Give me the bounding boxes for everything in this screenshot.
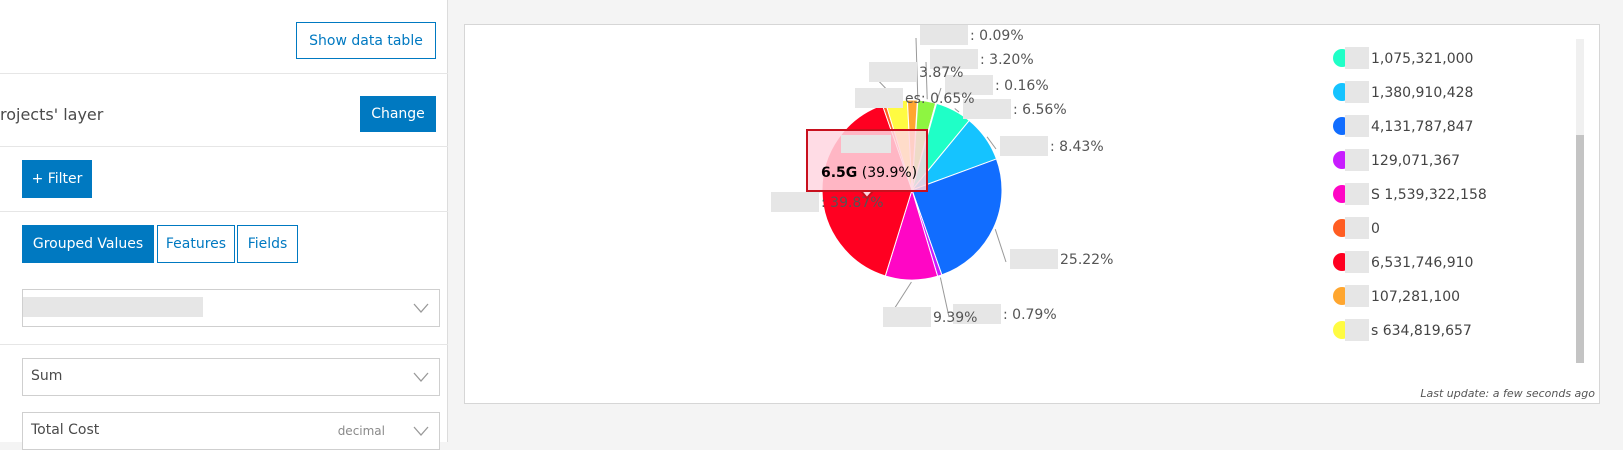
redacted-label xyxy=(1000,136,1048,156)
statistic-select[interactable]: Sum xyxy=(22,358,440,396)
legend-value: 129,071,367 xyxy=(1371,153,1460,169)
redacted-legend-label xyxy=(1345,319,1369,341)
pie-chart: : 0.09% : 3.20% : 0.16% : 6.56% : 8.43% 25.22… xyxy=(771,25,1487,341)
group-by-select[interactable] xyxy=(22,289,440,327)
layer-name-text: rojects' layer xyxy=(0,105,104,124)
slice-label: es: 0.65% xyxy=(905,91,975,107)
legend-value: 1,075,321,000 xyxy=(1371,51,1473,67)
divider xyxy=(0,211,448,212)
pie-slice[interactable] xyxy=(911,158,1003,276)
legend-value: 4,131,787,847 xyxy=(1371,119,1473,135)
field-select[interactable]: Total Cost decimal xyxy=(22,412,440,450)
last-update-text: Last update: a few seconds ago xyxy=(1420,387,1595,400)
leader-line xyxy=(954,108,960,113)
show-data-table-button[interactable]: Show data table xyxy=(296,22,436,59)
redacted-label xyxy=(1010,249,1058,269)
leader-line xyxy=(986,136,997,150)
slice-label: : 39.87% xyxy=(821,195,884,211)
redacted-label xyxy=(869,62,917,82)
redacted-legend-label xyxy=(1345,183,1369,205)
legend-scrollbar[interactable] xyxy=(1576,39,1584,363)
redacted-label xyxy=(855,88,903,108)
slice-label: 9.39% xyxy=(933,310,977,326)
divider xyxy=(0,73,448,74)
legend-value: s 634,819,657 xyxy=(1371,323,1472,339)
redacted-value xyxy=(23,297,203,317)
redacted-legend-label xyxy=(1345,217,1369,239)
chevron-down-icon xyxy=(413,302,429,318)
chevron-down-icon xyxy=(413,425,429,441)
legend-value: 107,281,100 xyxy=(1371,289,1460,305)
slice-label: : 0.09% xyxy=(970,28,1024,44)
field-value: Total Cost xyxy=(31,422,100,438)
change-layer-button[interactable]: Change xyxy=(360,96,436,132)
slice-label: : 3.20% xyxy=(980,52,1034,68)
redacted-legend-label xyxy=(1345,81,1369,103)
configuration-panel: Show data table rojects' layer Change + … xyxy=(0,0,448,450)
tab-grouped-values[interactable]: Grouped Values xyxy=(22,225,154,263)
slice-label: 25.22% xyxy=(1060,252,1113,268)
slice-label: : 0.79% xyxy=(1003,307,1057,323)
redacted-label xyxy=(883,307,931,327)
field-type-hint: decimal xyxy=(337,424,385,438)
tab-fields[interactable]: Fields xyxy=(237,225,298,263)
leader-line xyxy=(936,87,942,102)
slice-label: 3.87% xyxy=(919,65,963,81)
leader-line xyxy=(994,229,1007,263)
slice-label: : 6.56% xyxy=(1013,102,1067,118)
redacted-label xyxy=(945,75,993,95)
legend-value: 0 xyxy=(1371,221,1380,237)
legend-value: 6,531,746,910 xyxy=(1371,255,1473,271)
slice-label: : 8.43% xyxy=(1050,139,1104,155)
redacted-label xyxy=(953,304,1001,324)
tooltip-arrow xyxy=(858,190,876,200)
legend-value: S 1,539,322,158 xyxy=(1371,187,1487,203)
redacted-legend-label xyxy=(1345,47,1369,69)
chart-tooltip: 6.5G (39.9%) xyxy=(806,129,928,200)
divider xyxy=(0,146,448,147)
leader-line xyxy=(939,277,950,318)
redacted-label xyxy=(920,25,968,45)
redacted-label xyxy=(963,99,1011,119)
redacted-legend-label xyxy=(1345,115,1369,137)
leader-line xyxy=(925,61,928,100)
redacted-label xyxy=(771,192,819,212)
redacted-legend-label xyxy=(1345,251,1369,273)
tab-features[interactable]: Features xyxy=(157,225,235,263)
statistic-value: Sum xyxy=(31,368,63,384)
redacted-legend-label xyxy=(1345,285,1369,307)
chart-card: : 0.09% : 3.20% : 0.16% : 6.56% : 8.43% 25.22… xyxy=(464,24,1600,404)
slice-label: : 0.16% xyxy=(995,78,1049,94)
chevron-down-icon xyxy=(413,371,429,387)
legend-value: 1,380,910,428 xyxy=(1371,85,1473,101)
divider xyxy=(0,344,448,345)
redacted-label xyxy=(930,49,978,69)
redacted-legend-label xyxy=(1345,149,1369,171)
redacted-value xyxy=(841,135,891,153)
add-filter-button[interactable]: + Filter xyxy=(22,160,92,198)
legend-scroll-thumb[interactable] xyxy=(1576,135,1584,363)
tooltip-text: 6.5G (39.9%) xyxy=(821,165,917,181)
